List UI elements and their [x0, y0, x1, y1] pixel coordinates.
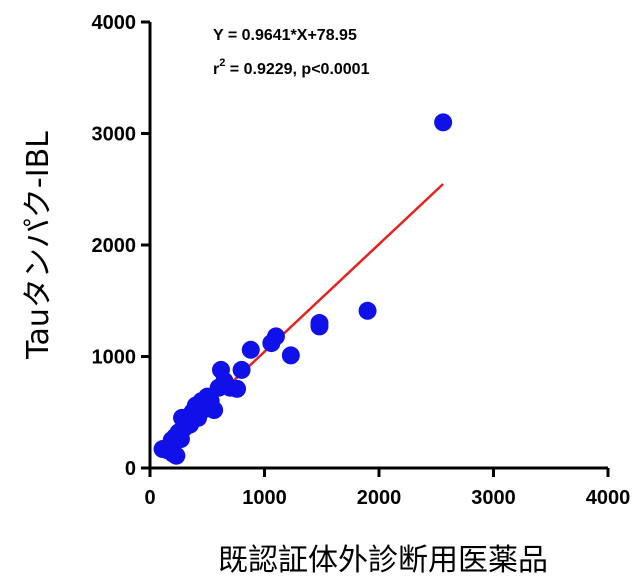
y-tick-label: 4000 — [92, 12, 137, 34]
data-point — [205, 401, 224, 420]
x-tick-label: 0 — [144, 487, 155, 509]
data-point — [358, 301, 377, 320]
x-axis-title: 既認証体外診断用医薬品 — [218, 543, 548, 578]
data-point — [228, 379, 247, 398]
y-tick-label: 2000 — [92, 235, 137, 257]
y-axis-title: Tauタンパク-IBL — [21, 131, 56, 360]
y-tick-label: 3000 — [92, 124, 137, 146]
x-tick-label: 1000 — [242, 487, 287, 509]
r2-prefix: r — [213, 61, 219, 78]
data-point — [232, 360, 251, 379]
r-squared-annotation: r2 = 0.9229, p<0.0001 — [213, 57, 370, 78]
y-tick-label: 1000 — [92, 347, 137, 369]
tick-layer: 0 1000 2000 3000 4000 0 1000 2000 3000 4000 — [92, 12, 631, 509]
data-points-layer — [153, 113, 453, 465]
x-tick-label: 4000 — [586, 487, 631, 509]
r2-superscript: 2 — [219, 57, 225, 69]
data-point — [434, 113, 453, 132]
data-point — [241, 340, 260, 359]
y-tick-label: 0 — [125, 458, 136, 480]
data-point — [281, 346, 300, 365]
x-tick-label: 3000 — [471, 487, 516, 509]
equation-annotation: Y = 0.9641*X+78.95 — [213, 27, 357, 44]
data-point — [310, 314, 329, 333]
data-point — [167, 446, 186, 465]
x-tick-label: 2000 — [357, 487, 402, 509]
r2-rest: = 0.9229, p<0.0001 — [225, 61, 369, 78]
data-point — [266, 327, 285, 346]
